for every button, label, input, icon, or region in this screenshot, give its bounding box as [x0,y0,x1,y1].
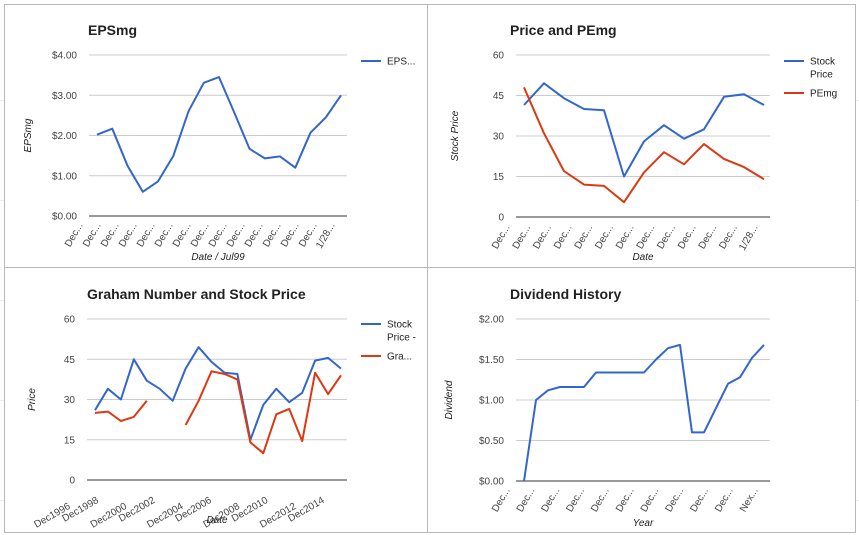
x-tick-label: Dec... [676,223,699,251]
x-tick-label: Dec... [593,223,616,251]
y-tick-label: 60 [493,51,505,62]
y-tick-label: $4.00 [52,51,77,62]
chart-title: Graham Number and Stock Price [87,286,306,302]
x-tick-label: Dec... [564,486,587,514]
y-tick-label: $2.00 [52,131,77,142]
eps-chart-panel: EPSmg $0.00 $1.00 $2.00 $3.00 $4.00 Dec... Dec.… [4,4,428,268]
x-tick-label: 1/28... [737,223,760,253]
chart-title: EPSmg [88,22,137,38]
x-axis-label: Date [206,515,228,526]
chart-title: Dividend History [510,286,621,302]
y-tick-label: $0.50 [479,436,504,447]
x-tick-label: Dec... [664,486,687,514]
x-tick-label: Dec... [655,223,678,251]
x-tick-label: Dec... [614,486,637,514]
x-axis-label: Date [632,252,654,263]
x-tick-label: Dec... [639,486,662,514]
y-tick-label: 45 [493,91,505,102]
x-tick-label: Dec... [552,223,575,251]
legend-label: PEmg [810,89,837,100]
y-tick-label: $0.00 [52,212,77,223]
x-tick-label: Dec... [511,223,534,251]
legend-label: Stock Price - [387,320,416,344]
price-pe-chart: Price and PEmg015304560Dec...Dec...Dec..… [450,22,837,263]
y-tick-label: $2.00 [479,315,504,326]
y-tick-label: $3.00 [52,91,77,102]
series-line-secondary [94,370,342,455]
x-tick-label: Dec... [589,486,612,514]
graham-chart: Graham Number and Stock Price015304560De… [27,286,416,531]
x-tick-label: Nex... [738,486,761,514]
y-tick-label: 45 [64,355,76,366]
x-tick-label: Dec... [540,486,563,514]
x-tick-label: Dec... [490,223,513,251]
x-tick-label: Dec... [531,223,554,251]
y-tick-label: $1.50 [479,355,504,366]
graham-chart-panel: Graham Number and Stock Price 0 15 30 45 60 De… [4,267,428,533]
y-tick-label: $1.00 [52,171,77,182]
x-tick-label: Dec... [490,486,513,514]
y-tick-label: 30 [493,132,505,143]
series-line-primary [523,343,765,482]
y-tick-label: 30 [64,395,76,406]
x-tick-label: Dec... [688,486,711,514]
legend-label: EPS... [387,57,415,68]
x-tick-label: Dec... [515,486,538,514]
x-tick-label: Dec... [573,223,596,251]
eps-chart: EPSmg$0.00$1.00$2.00$3.00$4.00Dec...Dec.… [23,22,415,263]
y-tick-label: $0.00 [479,477,504,488]
x-tick-label: Dec... [614,223,637,251]
series-line-secondary [523,87,765,204]
y-axis-label: Dividend [444,380,455,419]
series-line-primary [96,76,342,193]
series-line-primary [523,82,765,178]
y-axis-label: EPSmg [23,118,34,152]
x-axis-label: Year [633,518,654,529]
dividend-chart-panel: Dividend History $0.00 $0.50 $1.00 $1.50 $2.0… [427,267,856,533]
x-tick-label: Dec... [697,223,720,251]
x-tick-label: Dec... [635,223,658,251]
legend-label: Stock Price [810,57,836,81]
y-axis-label: Stock Price [450,110,461,161]
price-pe-chart-panel: Price and PEmg 0 15 30 45 60 Dec... Dec... Dec..… [427,4,856,268]
dividend-chart: Dividend History $0.00 $0.50 $1.00 $1.50 $2.0… [444,286,770,529]
y-tick-label: 15 [493,172,505,183]
y-axis-label: Price [27,388,38,411]
y-tick-label: $1.00 [479,396,504,407]
y-tick-label: 0 [69,476,75,487]
y-tick-label: 15 [64,435,76,446]
series-line-primary [94,346,342,441]
chart-title: Price and PEmg [510,22,617,38]
y-tick-label: 0 [498,213,504,224]
x-axis-label: Date / Jul99 [191,252,245,263]
legend-label: Gra... [387,352,412,363]
x-tick-label: Dec... [713,486,736,514]
y-tick-label: 60 [64,315,76,326]
